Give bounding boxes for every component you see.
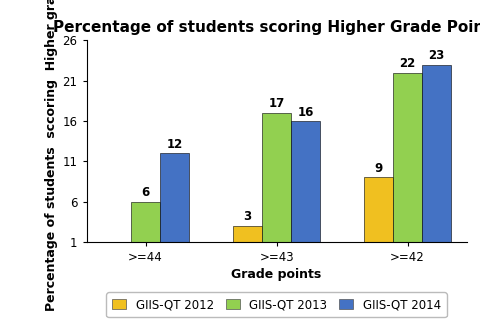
Bar xyxy=(262,113,290,250)
Text: 22: 22 xyxy=(399,57,415,70)
Text: 12: 12 xyxy=(166,138,182,151)
Bar xyxy=(131,202,160,250)
Bar xyxy=(364,177,392,250)
Text: 9: 9 xyxy=(374,162,382,175)
Legend: GIIS-QT 2012, GIIS-QT 2013, GIIS-QT 2014: GIIS-QT 2012, GIIS-QT 2013, GIIS-QT 2014 xyxy=(106,292,446,317)
Bar xyxy=(421,65,450,250)
Text: 6: 6 xyxy=(141,186,149,199)
Y-axis label: Percentage of students  sccoring  Higher grades: Percentage of students sccoring Higher g… xyxy=(45,0,58,311)
Text: 23: 23 xyxy=(427,49,444,62)
Bar xyxy=(233,226,262,250)
Title: Percentage of students scoring Higher Grade Points: Percentage of students scoring Higher Gr… xyxy=(53,20,480,35)
Bar xyxy=(290,121,319,250)
Text: 17: 17 xyxy=(268,97,284,111)
Bar xyxy=(102,242,131,250)
Text: 3: 3 xyxy=(243,210,252,223)
Bar xyxy=(160,153,188,250)
Bar xyxy=(392,73,421,250)
X-axis label: Grade points: Grade points xyxy=(231,268,321,281)
Text: 16: 16 xyxy=(297,106,313,119)
